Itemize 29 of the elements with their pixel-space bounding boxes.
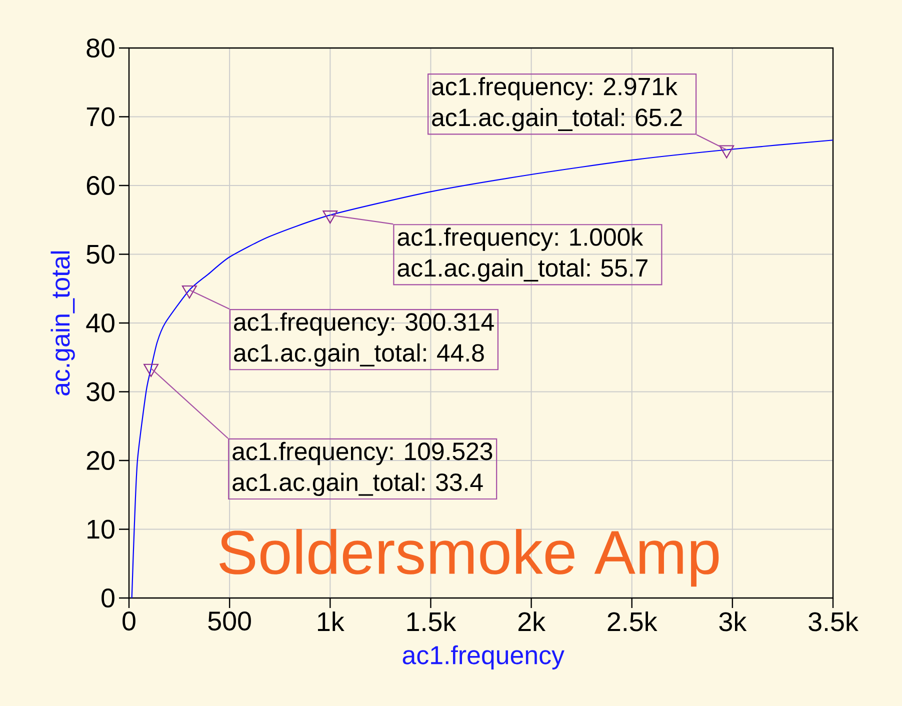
annotation: ac1.frequency: 1.000k ac1.ac.gain_total: 55.7 (398, 228, 648, 282)
point (144, 364, 159, 377)
y-tick-label: 0 (102, 588, 114, 608)
annotation: ac1.frequency: 300.314 ac1.ac.gain_total: 44.8 (234, 312, 494, 367)
y-tick-label: 30 (86, 382, 114, 402)
x-tick-label: 3k (719, 612, 747, 632)
point (322, 210, 338, 224)
y-tick-label: 60 (86, 176, 114, 196)
x-tick-label: 3.5k (808, 612, 858, 632)
point (182, 285, 197, 299)
text: Soldersmoke Amp (220, 529, 719, 587)
y-tick-label: 50 (86, 244, 114, 264)
point (719, 145, 734, 158)
y-tick-label: 40 (86, 313, 114, 333)
x-tick-label: 1k (318, 612, 344, 632)
y-tick-label: 10 (88, 520, 114, 539)
x-tick-label: 2k (518, 612, 546, 632)
x-axis-title: ac1.frequency (402, 645, 564, 670)
annotation: ac1.frequency: 109.523 ac1.ac.gain_total: 33.4 (232, 442, 492, 496)
x-tick-label: 1.5k (407, 612, 456, 632)
y-tick-label: 80 (86, 38, 114, 58)
y-tick-label: 70 (86, 107, 114, 126)
annotation: ac1.frequency: 2.971k ac1.ac.gain_total: 65.2 (432, 77, 682, 132)
x-tick-label: 2.5k (608, 612, 658, 632)
y-tick-label: 20 (86, 450, 114, 470)
line-series (131, 140, 834, 598)
y-axis-title: ac.gain_total (50, 251, 75, 396)
x-tick-label: 500 (208, 612, 251, 631)
x-tick-label: 0 (122, 612, 136, 631)
